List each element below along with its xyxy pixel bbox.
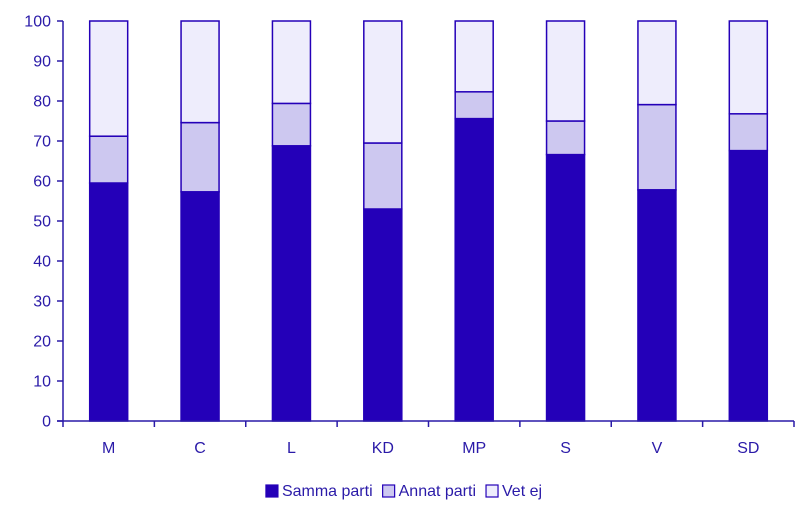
- y-tick-label: 20: [33, 334, 51, 351]
- bar-l-series-2: [271, 20, 312, 105]
- bar-c-series-2: [180, 20, 220, 124]
- y-tick-label: 70: [33, 134, 51, 151]
- bar-sd-series-1: [728, 113, 769, 152]
- bar-s-series-0: [545, 153, 586, 422]
- bar-m-series-1: [88, 135, 129, 184]
- axes-layer: M C L KD MP S V SD 0 10 20 30 40 50 60 70 80 90 100: [24, 14, 795, 457]
- x-tick-label: MP: [462, 440, 486, 457]
- bar-kd-series-1: [363, 142, 403, 210]
- legend-label-2: Vet ej: [502, 483, 542, 500]
- y-tick-label: 60: [33, 174, 51, 191]
- x-tick-label: C: [194, 440, 206, 457]
- legend: Samma parti Annat parti Vet ej: [265, 483, 542, 500]
- bar-s-series-1: [545, 120, 586, 156]
- bar-s-series-2: [545, 20, 586, 122]
- x-tick-label: SD: [737, 440, 759, 457]
- y-tick-label: 30: [33, 294, 51, 311]
- legend-swatch-1: [382, 484, 396, 498]
- bar-mp-series-1: [454, 91, 494, 120]
- bar-m-series-2: [88, 20, 129, 137]
- legend-swatch-2: [485, 484, 499, 498]
- x-tick-label: KD: [372, 440, 394, 457]
- x-tick-label: L: [287, 440, 296, 457]
- y-tick-label: 50: [33, 214, 51, 231]
- bar-v-series-0: [637, 189, 677, 422]
- bar-sd-series-0: [728, 149, 769, 422]
- bar-kd-series-0: [363, 208, 403, 422]
- bar-kd-series-2: [363, 20, 403, 144]
- legend-swatch-0: [265, 484, 279, 498]
- bar-v-series-2: [637, 20, 677, 106]
- y-tick-label: 0: [42, 414, 51, 431]
- bar-l-series-1: [271, 102, 312, 147]
- legend-label-0: Samma parti: [282, 483, 373, 500]
- bar-v-series-1: [637, 103, 677, 191]
- bar-mp-series-2: [454, 20, 494, 93]
- legend-label-1: Annat parti: [399, 483, 476, 500]
- bar-c-series-1: [180, 121, 220, 193]
- bar-l-series-0: [271, 145, 312, 422]
- x-tick-label: M: [102, 440, 115, 457]
- x-tick-label: V: [652, 440, 663, 457]
- bar-mp-series-0: [454, 117, 494, 422]
- y-tick-label: 10: [33, 374, 51, 391]
- bars-layer: [88, 20, 769, 422]
- bar-sd-series-2: [728, 20, 769, 115]
- y-tick-label: 80: [33, 94, 51, 111]
- x-tick-label: S: [560, 440, 571, 457]
- bar-c-series-0: [180, 191, 220, 422]
- y-tick-label: 40: [33, 254, 51, 271]
- y-tick-label: 90: [33, 54, 51, 71]
- bar-m-series-0: [88, 182, 129, 422]
- y-tick-label: 100: [24, 14, 51, 31]
